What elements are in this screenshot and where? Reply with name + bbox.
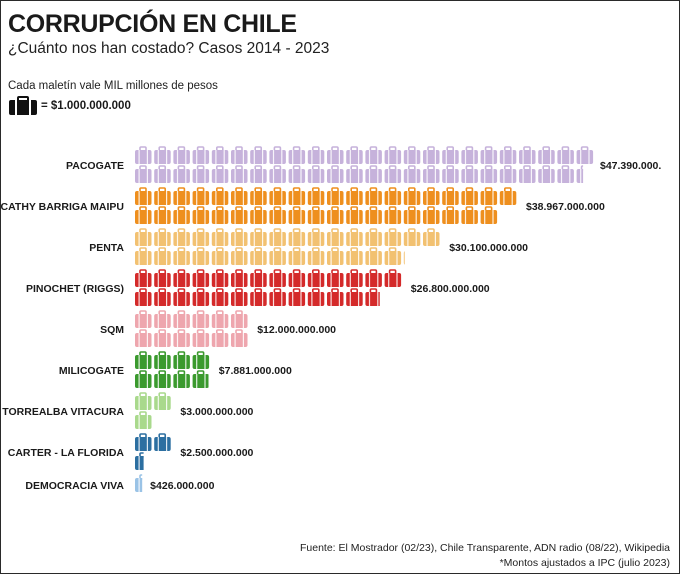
value-label: $26.800.000.000 [411, 283, 490, 295]
category-label: PENTA [89, 242, 124, 254]
briefcase-icon [9, 96, 37, 115]
bar-sqm [135, 310, 248, 347]
value-label: $38.967.000.000 [526, 201, 605, 213]
footer: Fuente: El Mostrador (02/23), Chile Tran… [300, 541, 670, 571]
bar-democracia-viva [135, 474, 143, 492]
bar-penta [135, 228, 440, 265]
category-label: PINOCHET (RIGGS) [26, 283, 124, 295]
category-label: DEMOCRACIA VIVA [25, 480, 124, 492]
value-label: $7.881.000.000 [219, 365, 292, 377]
value-label: $12.000.000.000 [257, 324, 336, 336]
category-label: PACOGATE [66, 160, 124, 172]
pictogram-chart: PACOGATE $47.390.000. CATHY BARRIGA MAIPU $… [1, 146, 661, 492]
value-label: $426.000.000 [150, 480, 214, 492]
value-label: $30.100.000.000 [449, 242, 528, 254]
value-label: $2.500.000.000 [180, 447, 253, 459]
bar-pacogate [135, 146, 594, 183]
bar-pinochet-riggs- [135, 269, 402, 306]
bar-milicogate [135, 351, 210, 388]
bar-torrealba-vitacura [135, 392, 171, 429]
category-label: MILICOGATE [59, 365, 124, 377]
category-label: TORREALBA VITACURA [2, 406, 124, 418]
chart-title: CORRUPCIÓN EN CHILE [8, 10, 297, 38]
value-label: $3.000.000.000 [180, 406, 253, 418]
footer-source: Fuente: El Mostrador (02/23), Chile Tran… [299, 542, 670, 554]
legend: = $1.000.000.000 [8, 96, 131, 116]
bar-cathy-barriga-maipu [135, 187, 517, 224]
bar-carter-la-florida [135, 433, 171, 470]
chart-subtitle: ¿Cuánto nos han costado? Casos 2014 - 20… [8, 40, 330, 57]
legend-value: = $1.000.000.000 [41, 100, 131, 112]
category-label: SQM [100, 324, 124, 336]
category-label: CATHY BARRIGA MAIPU [1, 201, 124, 213]
scale-note: Cada maletín vale MIL millones de pesos [8, 80, 218, 92]
footer-note: *Montos ajustados a IPC (julio 2023) [499, 557, 670, 569]
category-label: CARTER - LA FLORIDA [8, 447, 125, 459]
value-label: $47.390.000. [600, 160, 661, 172]
